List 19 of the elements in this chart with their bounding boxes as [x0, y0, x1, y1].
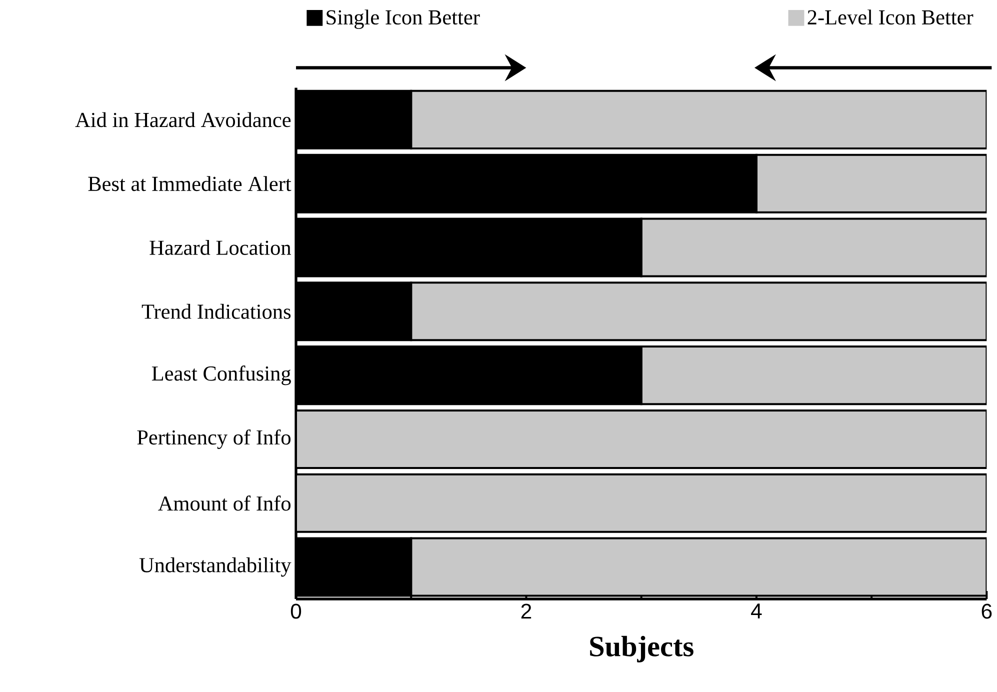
y-tick-label: Trend Indications	[142, 304, 291, 320]
bar	[410, 537, 987, 597]
bar	[410, 282, 987, 342]
x-tick-label: 4	[751, 604, 762, 618]
y-tick-label: Understandability	[139, 558, 292, 577]
x-tick-label: 0	[290, 604, 302, 619]
bar	[640, 346, 987, 406]
y-tick-label: Hazard Location	[150, 240, 292, 256]
y-tick-label: Amount of Info	[158, 496, 290, 511]
legend-label: 2-Level Icon Better	[808, 10, 974, 25]
y-tick-label: Least Confusing	[152, 366, 291, 386]
x-tick-label: 2	[521, 604, 532, 619]
legend-label: Single Icon Better	[326, 10, 480, 30]
x-tick-label: 6	[982, 604, 992, 619]
x-axis-title: Subjects	[590, 636, 694, 663]
bar	[640, 218, 987, 278]
y-tick-label: Aid in Hazard Avoidance	[75, 112, 291, 128]
y-tick-label: Pertinency of Info	[137, 430, 291, 450]
y-tick-label: Best at Immediate Alert	[88, 176, 292, 192]
